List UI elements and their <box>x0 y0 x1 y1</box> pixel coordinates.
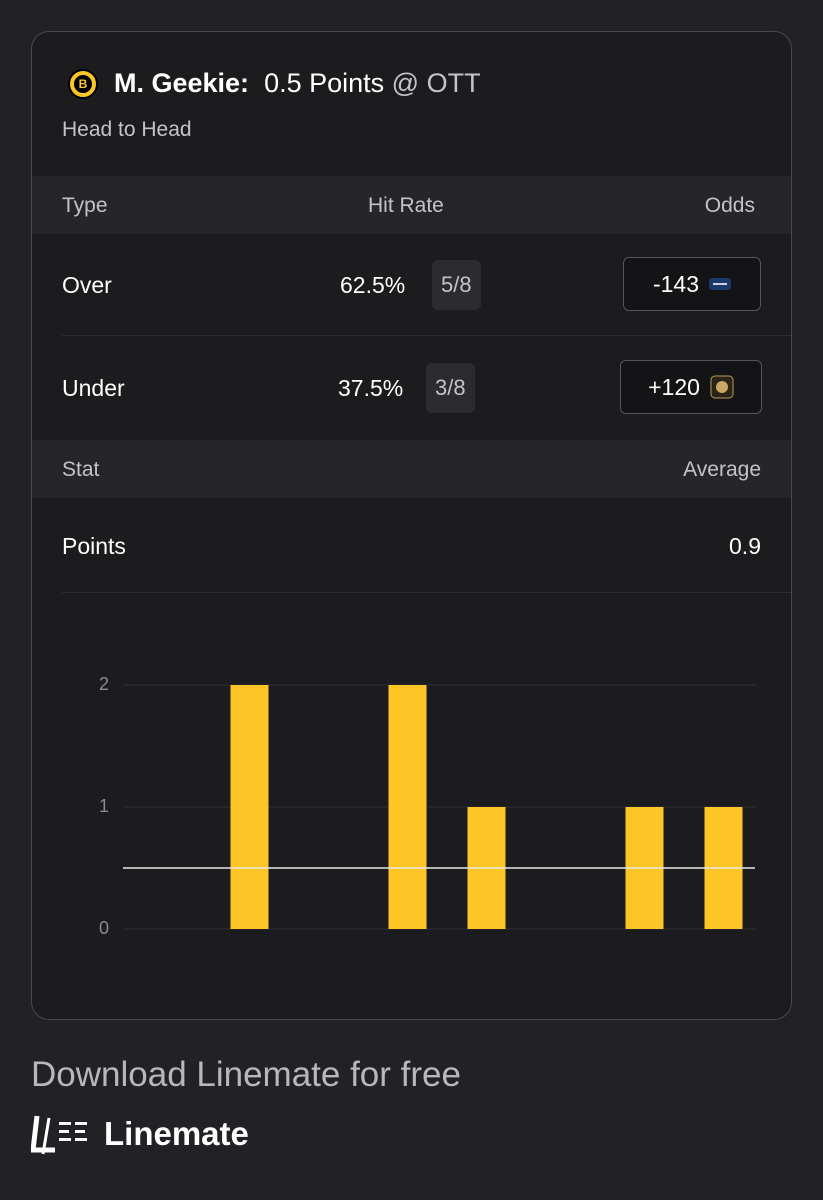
svg-text:B: B <box>79 77 88 91</box>
cta: Download Linemate for free <box>31 1055 461 1094</box>
header-band <box>32 176 791 234</box>
odds-value: +120 <box>648 373 700 400</box>
col-header: Type <box>62 194 108 217</box>
odds-button[interactable]: -143 <box>623 257 761 311</box>
col-header: Average <box>683 458 761 481</box>
hit-count: 5/8 <box>432 260 481 310</box>
col-header: Stat <box>62 458 100 481</box>
row-separator <box>62 335 791 336</box>
opponent: @ OTT <box>391 68 481 98</box>
hit-rate: 62.5% <box>340 272 406 298</box>
bar <box>388 685 427 929</box>
stat-average: 0.9 <box>729 533 761 559</box>
odds-value: -143 <box>652 270 700 297</box>
brand-name: Linemate <box>104 1115 249 1152</box>
hit-rate: 37.5% <box>338 375 404 401</box>
brand-logo <box>31 1115 87 1155</box>
header-band <box>32 440 791 498</box>
book-icon <box>710 375 734 399</box>
hit-count: 3/8 <box>426 363 475 413</box>
col-header: Odds <box>704 194 755 217</box>
row-type: Under <box>62 375 125 401</box>
y-tick-label: 0 <box>99 918 109 938</box>
y-tick-label: 2 <box>99 674 109 694</box>
prop-line: 0.5 Points <box>264 68 385 98</box>
row-type: Over <box>62 272 112 298</box>
stat-name: Points <box>62 533 126 559</box>
title: M. Geekie: 0.5 Points @ OTT <box>114 68 481 99</box>
row-separator <box>62 592 791 593</box>
odds-button[interactable]: +120 <box>620 360 762 414</box>
player: M. Geekie: <box>114 68 250 98</box>
team-logo: B <box>68 69 98 99</box>
subtitle: Head to Head <box>62 118 192 141</box>
chart: 0 1 2 <box>99 674 757 938</box>
y-tick-label: 1 <box>99 796 109 816</box>
bar <box>230 685 269 929</box>
col-header: Hit Rate <box>368 194 444 217</box>
book-icon <box>709 278 732 290</box>
